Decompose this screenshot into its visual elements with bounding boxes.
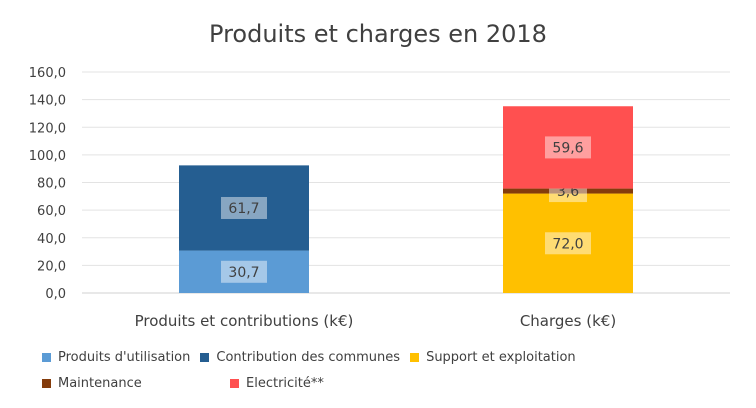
- chart-title: Produits et charges en 2018: [209, 20, 547, 48]
- y-tick-label: 80,0: [37, 177, 66, 192]
- legend-label: Maintenance: [58, 375, 142, 391]
- data-label: 72,0: [552, 236, 583, 252]
- data-label: 61,7: [228, 201, 259, 217]
- data-label-box: [221, 196, 267, 219]
- y-tick-label: 0,0: [45, 287, 66, 302]
- legend-swatch: [200, 352, 210, 362]
- x-tick-label: Produits et contributions (k€): [135, 312, 354, 330]
- legend-item-electricite: Electricité**: [230, 376, 324, 391]
- data-label: 30,7: [228, 265, 259, 281]
- chart-plot: 0,0 20,0 40,0 60,0 80,0 100,0 120,0 140,0 160,0 3…: [29, 66, 730, 330]
- legend: Produits d'utilisation Contribution des …: [42, 344, 742, 396]
- y-tick-label: 160,0: [29, 66, 66, 81]
- y-tick-label: 60,0: [37, 204, 66, 219]
- legend-row: Produits d'utilisation Contribution des …: [42, 344, 742, 370]
- legend-item-contribution-communes: Contribution des communes: [200, 350, 400, 365]
- legend-label: Produits d'utilisation: [58, 349, 191, 365]
- bar-segment: [503, 106, 633, 189]
- legend-swatch: [410, 352, 420, 362]
- bar-segment: [503, 188, 633, 194]
- data-label-box: [545, 136, 591, 159]
- y-tick-label: 140,0: [29, 94, 66, 109]
- legend-label: Support et exploitation: [426, 349, 576, 365]
- legend-item-produits-utilisation: Produits d'utilisation: [42, 350, 190, 365]
- legend-row: Maintenance Electricité**: [42, 370, 742, 396]
- bar-segment: [179, 165, 309, 251]
- y-tick-label: 120,0: [29, 121, 66, 136]
- y-tick-label: 20,0: [37, 259, 66, 274]
- legend-swatch: [42, 378, 51, 388]
- legend-swatch: [42, 352, 51, 362]
- bar-segment: [179, 250, 309, 293]
- x-tick-label: Charges (k€): [520, 312, 616, 330]
- data-label-box: [221, 260, 267, 283]
- legend-item-maintenance: Maintenance: [42, 376, 230, 391]
- bar-segment: [503, 193, 633, 293]
- data-label: 59,6: [552, 140, 583, 156]
- y-tick-label: 100,0: [29, 149, 66, 164]
- data-label-box: [545, 232, 591, 255]
- legend-label: Electricité**: [246, 375, 324, 391]
- legend-swatch: [230, 378, 239, 388]
- y-tick-label: 40,0: [37, 232, 66, 247]
- legend-label: Contribution des communes: [216, 349, 401, 365]
- legend-item-support-exploitation: Support et exploitation: [410, 350, 576, 365]
